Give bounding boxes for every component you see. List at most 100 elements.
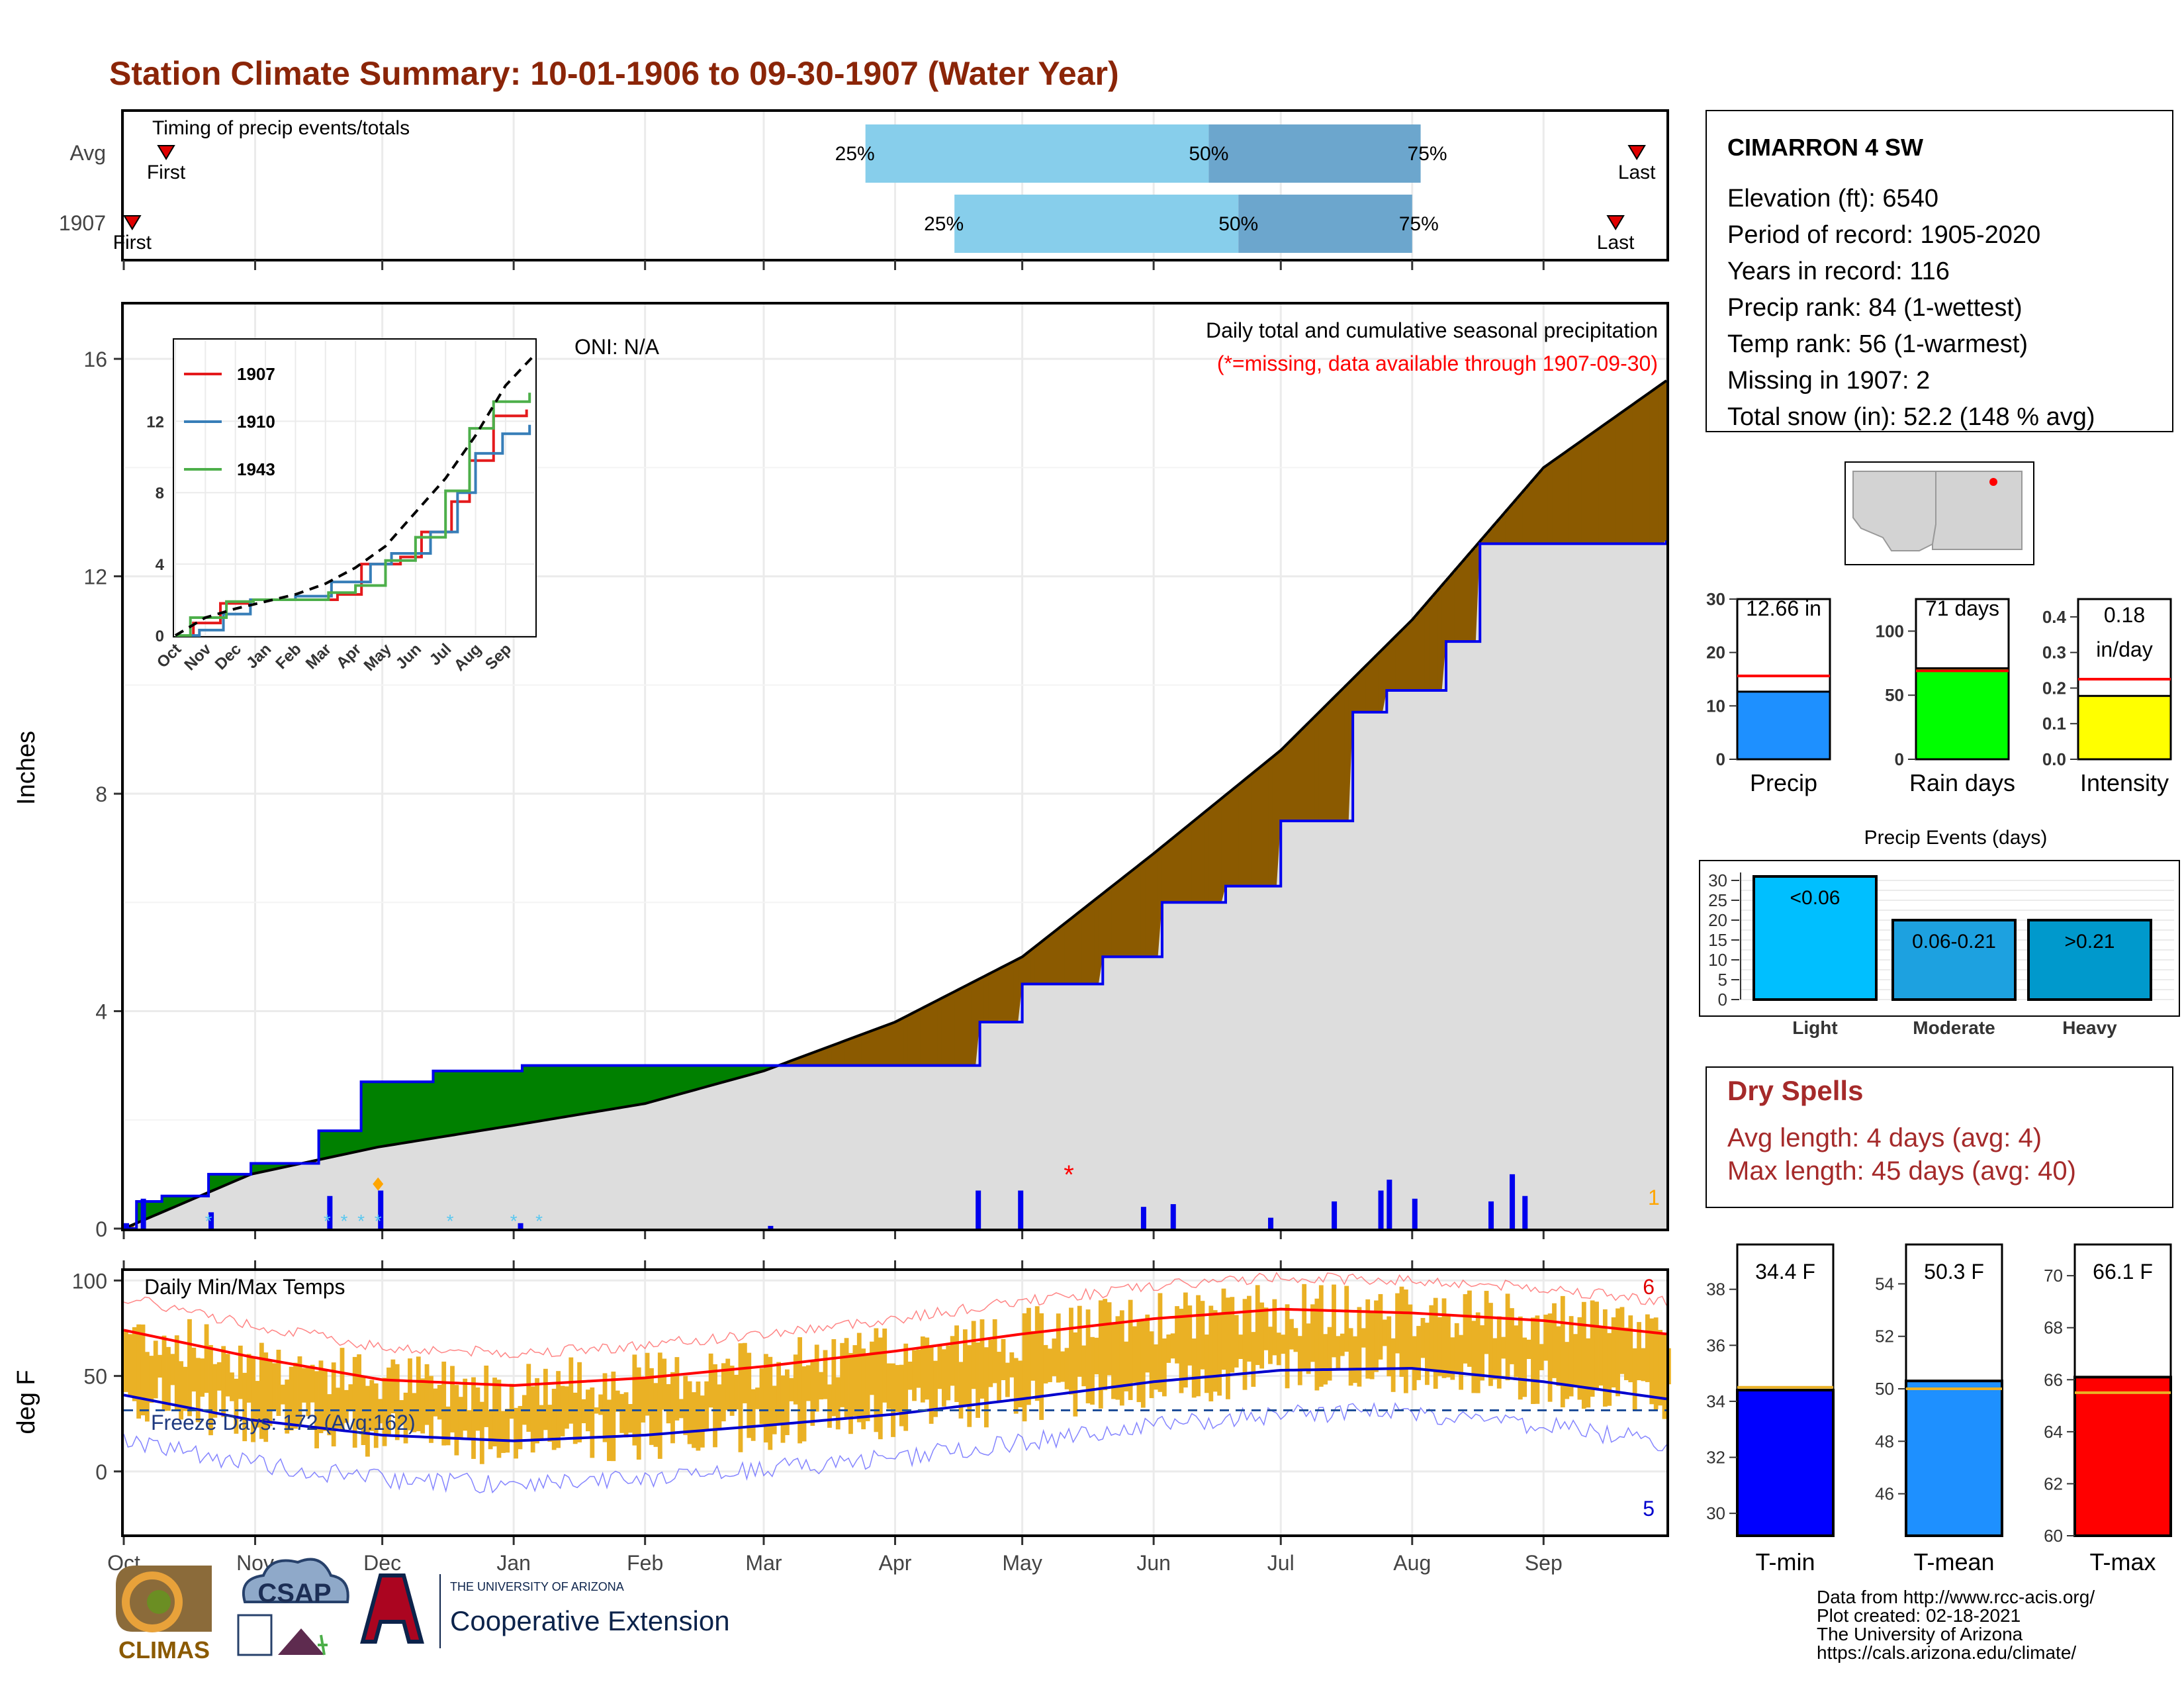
cumulative-diff-slice [1607,421,1612,544]
inset-series-1943 [175,393,531,637]
daily-temp-bar [1136,1321,1142,1403]
cumulative-diff-slice [1187,824,1193,903]
daily-temp-bar [789,1378,794,1401]
cumulative-diff-slice [1505,509,1510,544]
daily-temp-bar [1247,1295,1251,1362]
daily-temp-bar [598,1394,604,1415]
daily-temp-bar [272,1363,277,1411]
cumulative-diff-slice [1140,861,1146,957]
daily-temp-bar [1001,1338,1006,1380]
cumulative-diff-slice [1369,659,1375,712]
daily-temp-bar [861,1348,866,1430]
station-line: Precip rank: 84 (1-wettest) [1727,294,2023,322]
summary-ytick-label: 0.1 [2042,714,2066,733]
cumulative-diff-slice [678,1065,684,1094]
cumulative-diff-slice [1535,475,1540,544]
cumulative-diff-slice [1374,655,1379,712]
daily-temp-bar [352,1356,357,1448]
daily-temp-bar [565,1386,569,1429]
cumulative-diff-slice [797,1057,803,1066]
temp-panel: 0 50 100 deg F Daily Min/Max Temps Freeze … [13,1260,1671,1545]
summary-ytick-label: 0 [1895,749,1904,769]
cumulative-diff-slice [556,1065,561,1118]
cumulative-diff-slice [1175,834,1180,903]
daily-precip-bar [1412,1198,1418,1229]
cumulative-diff-slice [1496,519,1502,544]
daily-temp-bar [734,1374,739,1410]
cumulative-diff-slice [1552,460,1557,544]
cumulative-diff-slice [1191,820,1197,903]
daily-temp-bar [1179,1309,1184,1393]
events-ytick-label: 20 [1708,910,1727,930]
daily-temp-bar [1158,1293,1163,1392]
cumulative-diff-slice [348,1131,353,1153]
cumulative-diff-slice [755,1065,760,1073]
cumulative-diff-slice [145,1201,150,1219]
cumulative-diff-slice [1615,415,1621,544]
cumulative-diff-slice [615,1065,620,1109]
inset-xtick-label: Mar [302,640,335,673]
daily-temp-bar [1230,1297,1235,1373]
cumulative-diff-slice [1242,779,1248,886]
daily-temp-bar [1149,1331,1154,1399]
cumulative-diff-slice [416,1082,421,1141]
cumulative-diff-slice [1658,385,1663,544]
cumulative-diff-slice [1115,882,1120,957]
daily-temp-bar [662,1358,667,1410]
temp-summary-ytick-label: 70 [2044,1266,2063,1286]
daily-temp-bar [373,1383,379,1448]
cumulative-diff-slice [1043,938,1048,984]
daily-temp-bar [509,1383,514,1419]
daily-temp-bar [1611,1317,1616,1387]
daily-temp-bar [687,1381,692,1444]
cumulative-diff-slice [352,1131,357,1152]
cumulative-diff-slice [1013,960,1019,1022]
daily-temp-bar [1183,1292,1188,1388]
cumulative-diff-slice [1124,875,1129,957]
cumulative-diff-slice [344,1131,349,1154]
cumulative-diff-slice [717,1065,722,1084]
freeze-days: Freeze Days: 172 (Avg:162) [151,1411,416,1434]
temp-ytick-label: 50 [83,1365,107,1389]
daily-temp-bar [1565,1342,1570,1399]
cumulative-diff-slice [365,1082,371,1150]
cumulative-diff-slice [1285,743,1290,821]
events-bar [2027,919,2152,1001]
daily-temp-bar [954,1325,959,1402]
inset-xtick-label: Nov [181,640,215,675]
daily-temp-bar [1441,1298,1447,1378]
daily-temp-bar [1281,1335,1286,1354]
cumulative-diff-slice [823,1048,828,1066]
daily-temp-bar [619,1393,625,1433]
daily-temp-bar [221,1346,226,1417]
cumulative-diff-slice [1314,714,1320,821]
daily-temp-bar [322,1369,328,1431]
daily-temp-bar [759,1368,764,1425]
daily-temp-bar [124,1331,128,1392]
inset-xtick-label: Jan [243,640,275,672]
daily-temp-bar [666,1383,671,1424]
timing-row-label-year: 1907 [59,211,106,235]
daily-temp-bar [1285,1304,1290,1389]
cumulative-diff-slice [1230,790,1235,886]
cumulative-diff-slice [1183,827,1188,903]
summary-value-label: 71 days [1925,596,1999,620]
month-label: May [1002,1551,1042,1575]
daily-temp-bar [725,1358,731,1411]
daily-temp-bar [1623,1327,1629,1380]
daily-temp-bar [1429,1305,1434,1370]
cumulative-diff-slice [1641,397,1646,544]
daily-temp-bar [1382,1319,1387,1346]
cumulative-diff-slice [1336,693,1341,821]
daily-temp-bar [1111,1323,1116,1399]
cumulative-diff-slice [1297,731,1302,821]
cumulative-diff-slice [649,1065,655,1102]
daily-temp-bar [1395,1293,1400,1354]
temp-ytick-label: 100 [72,1269,107,1293]
daily-temp-bar [882,1329,887,1403]
cumulative-diff-slice [692,1065,697,1090]
cumulative-diff-slice [1103,892,1108,957]
snow-marker-icon: * [535,1211,543,1231]
timing-first-label: First [113,232,152,254]
cumulative-diff-slice [1034,945,1040,984]
